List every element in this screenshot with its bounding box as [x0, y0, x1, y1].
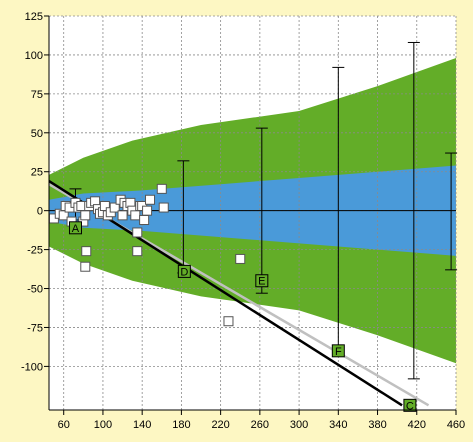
y-tick-label: -75 — [27, 322, 43, 334]
x-tick-label: 220 — [211, 419, 229, 431]
x-tick-label: 420 — [408, 419, 426, 431]
labeled-data-point — [68, 221, 82, 235]
data-point-label: C — [406, 400, 414, 412]
data-point — [223, 316, 234, 327]
data-point-label: A — [72, 223, 80, 235]
data-point — [81, 246, 92, 257]
y-tick-label: 50 — [31, 128, 43, 140]
data-point — [132, 227, 143, 238]
data-point — [80, 261, 91, 272]
data-point — [80, 210, 91, 221]
labeled-data-point — [403, 398, 417, 412]
data-point — [156, 183, 167, 194]
x-tick-label: 100 — [94, 419, 112, 431]
data-point — [145, 194, 156, 205]
x-tick-label: 180 — [172, 419, 190, 431]
data-point — [158, 202, 169, 213]
data-point — [132, 246, 143, 257]
data-point-label: F — [335, 346, 342, 358]
x-tick-label: 260 — [251, 419, 269, 431]
data-point — [142, 205, 153, 216]
data-point — [139, 215, 150, 226]
x-tick-label: 380 — [368, 419, 386, 431]
x-tick-label: 460 — [447, 419, 465, 431]
data-point — [130, 210, 141, 221]
labeled-data-point — [255, 274, 269, 288]
x-tick-label: 60 — [58, 419, 70, 431]
data-point — [117, 210, 128, 221]
y-tick-label: 25 — [31, 167, 43, 179]
data-point-label: D — [180, 266, 188, 278]
y-tick-label: 100 — [25, 50, 43, 62]
labeled-data-point — [331, 344, 345, 358]
data-point-label: E — [258, 276, 265, 288]
y-tick-label: 125 — [25, 11, 43, 23]
labeled-data-point — [177, 264, 191, 278]
x-tick-label: 300 — [290, 419, 308, 431]
y-tick-label: 0 — [37, 206, 43, 218]
y-tick-label: -50 — [27, 284, 43, 296]
x-tick-label: 140 — [133, 419, 151, 431]
y-tick-label: 75 — [31, 89, 43, 101]
data-point — [109, 202, 120, 213]
y-tick-label: -25 — [27, 245, 43, 257]
data-point — [235, 253, 246, 264]
y-tick-label: -100 — [21, 361, 43, 373]
x-tick-label: 340 — [329, 419, 347, 431]
